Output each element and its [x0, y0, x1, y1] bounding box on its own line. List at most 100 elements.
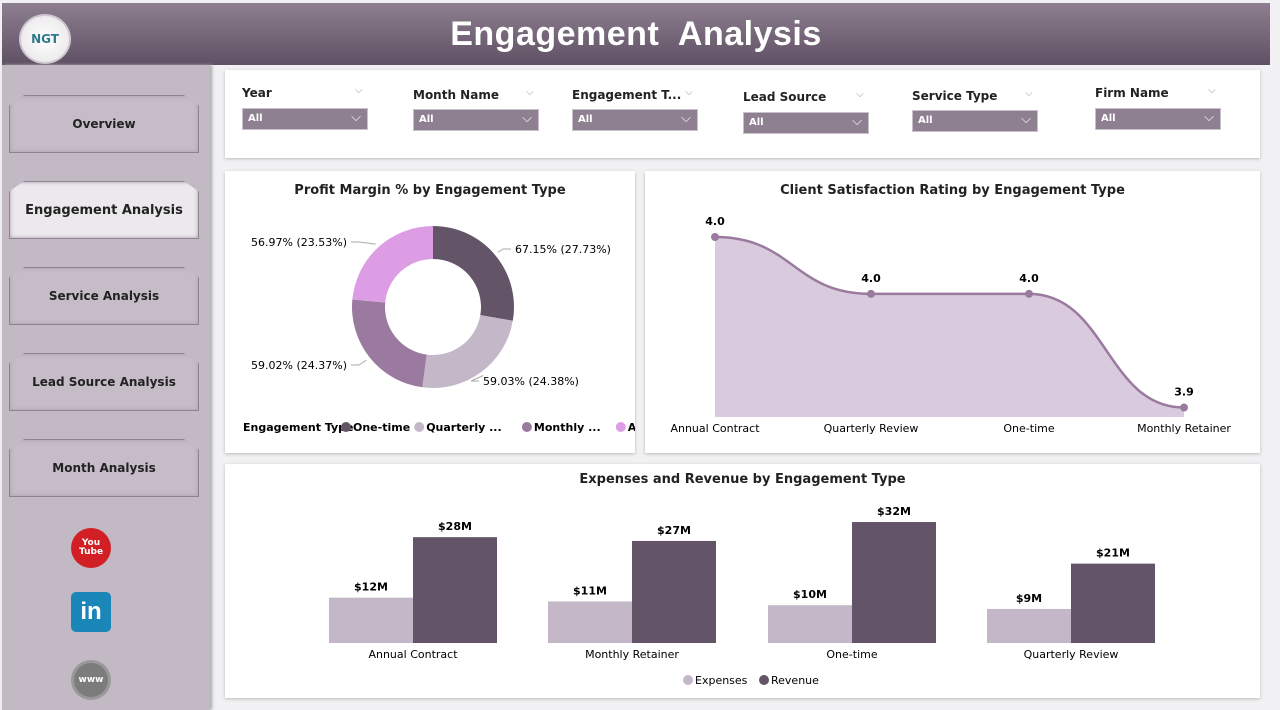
dropdown-value: All [578, 114, 593, 125]
donut-slice [352, 226, 433, 303]
profit-margin-donut-card: Profit Margin % by Engagement Type 67.15… [225, 171, 635, 453]
data-label: 4.0 [861, 272, 881, 285]
legend-entry: Quarterly ... [426, 421, 501, 434]
donut-slice [352, 299, 427, 388]
chevron-down-icon: ⌵ [1204, 110, 1214, 125]
dropdown-value: All [248, 113, 263, 124]
x-tick-label: One-time [826, 648, 877, 661]
leader-line [497, 248, 511, 253]
donut-slice [422, 315, 513, 388]
legend-marker [521, 422, 532, 432]
nav-month-analysis-button[interactable]: Month Analysis [9, 439, 199, 497]
chevron-down-icon: ⌵ [852, 114, 862, 129]
x-tick-label: One-time [1003, 422, 1054, 435]
legend-marker [341, 422, 351, 432]
company-logo: NGT [19, 14, 71, 64]
filter-dropdown[interactable]: All ⌵ [572, 109, 698, 131]
nav-lead-source-analysis-button[interactable]: Lead Source Analysis [9, 353, 199, 411]
filter-dropdown[interactable]: All ⌵ [1095, 108, 1221, 130]
leader-line [351, 241, 376, 245]
bar-revenue [632, 540, 716, 643]
x-tick-label: Monthly Retainer [585, 648, 679, 661]
legend-marker [683, 675, 693, 685]
collapse-chevron-icon[interactable]: ⌵ [685, 87, 693, 98]
linkedin-icon[interactable]: in [71, 592, 111, 632]
x-tick-label: Quarterly Review [1024, 648, 1119, 661]
legend-entry: One-time [353, 421, 410, 434]
sidebar: Overview Engagement Analysis Service Ana… [2, 65, 210, 710]
filter-dropdown[interactable]: All ⌵ [413, 109, 539, 131]
collapse-chevron-icon[interactable]: ⌵ [1025, 88, 1033, 99]
filter-label: Service Type [912, 89, 998, 103]
chart-title: Expenses and Revenue by Engagement Type [579, 472, 906, 487]
chevron-down-icon: ⌵ [351, 110, 361, 125]
data-point [1180, 403, 1188, 412]
header-bar: NGT Engagement Analysis [2, 3, 1270, 65]
data-label: 3.9 [1174, 386, 1194, 399]
data-label: $10M [793, 588, 827, 601]
collapse-chevron-icon[interactable]: ⌵ [526, 87, 534, 98]
dropdown-value: All [749, 117, 764, 128]
data-label: $32M [877, 505, 911, 518]
data-label: 59.03% (24.38%) [483, 375, 579, 388]
nav-overview-button[interactable]: Overview [9, 95, 199, 153]
legend-title: Engagement Type [243, 421, 354, 434]
bar-expenses [768, 605, 852, 643]
dropdown-value: All [419, 114, 434, 125]
collapse-chevron-icon[interactable]: ⌵ [1208, 85, 1216, 96]
data-label: $28M [438, 520, 472, 533]
filter-panel: Year ⌵ All ⌵ Month Name ⌵ All ⌵ Engagement T... ⌵… [225, 70, 1260, 158]
x-tick-label: Quarterly Review [824, 422, 919, 435]
nav-engagement-analysis-button[interactable]: Engagement Analysis [9, 181, 199, 239]
youtube-icon[interactable]: You Tube [71, 528, 111, 568]
collapse-chevron-icon[interactable]: ⌵ [355, 85, 363, 96]
bar-expenses [987, 608, 1071, 643]
bar-expenses [548, 601, 632, 643]
filter-dropdown[interactable]: All ⌵ [242, 108, 368, 130]
chart-title: Profit Margin % by Engagement Type [294, 183, 566, 198]
data-label: $12M [354, 581, 388, 594]
filter-label: Month Name [413, 88, 499, 102]
data-label: 4.0 [1019, 272, 1039, 285]
area-fill [715, 237, 1184, 417]
bar-revenue [852, 522, 936, 643]
x-tick-label: Monthly Retainer [1137, 422, 1231, 435]
data-label: 56.97% (23.53%) [251, 236, 347, 249]
bar-revenue [1071, 563, 1155, 643]
filter-label: Engagement T... [572, 88, 682, 102]
data-label: $27M [657, 524, 691, 537]
chevron-down-icon: ⌵ [1021, 112, 1031, 127]
data-point [1025, 289, 1033, 298]
collapse-chevron-icon[interactable]: ⌵ [856, 89, 864, 100]
legend-entry: Expenses [695, 674, 748, 687]
data-label: 59.02% (24.37%) [251, 359, 347, 372]
filter-label: Year [242, 86, 272, 100]
filter-label: Lead Source [743, 90, 827, 104]
data-label: 4.0 [705, 215, 725, 228]
legend-entry: Annual C... [628, 421, 635, 434]
area-chart: 4.0 Annual Contract 4.0 Quarterly Review 4.0… [670, 215, 1231, 435]
chart-title: Client Satisfaction Rating by Engagement… [780, 183, 1125, 198]
area-line [714, 235, 1185, 409]
legend-entry: Monthly ... [534, 421, 601, 434]
bar-revenue [413, 537, 497, 643]
nav-service-analysis-button[interactable]: Service Analysis [9, 267, 199, 325]
dropdown-value: All [918, 115, 933, 126]
data-point [867, 289, 875, 298]
data-point [711, 233, 719, 241]
donut-chart: 67.15% (27.73%) 59.03% (24.38%) 59.02% (24… [243, 226, 635, 434]
website-globe-icon[interactable]: www [71, 660, 111, 700]
x-tick-label: Annual Contract [670, 422, 760, 435]
leader-line [470, 375, 484, 382]
legend-entry: Revenue [771, 674, 819, 687]
expenses-revenue-bar-card: Expenses and Revenue by Engagement Type … [225, 464, 1260, 698]
data-label: 67.15% (27.73%) [515, 243, 611, 256]
data-label: $11M [573, 584, 607, 597]
legend-marker [759, 675, 769, 685]
filter-dropdown[interactable]: All ⌵ [912, 110, 1038, 132]
filter-dropdown[interactable]: All ⌵ [743, 112, 869, 134]
data-label: $9M [1016, 592, 1042, 605]
data-label: $21M [1096, 547, 1130, 560]
donut-slice [433, 226, 514, 321]
chevron-down-icon: ⌵ [681, 111, 691, 126]
